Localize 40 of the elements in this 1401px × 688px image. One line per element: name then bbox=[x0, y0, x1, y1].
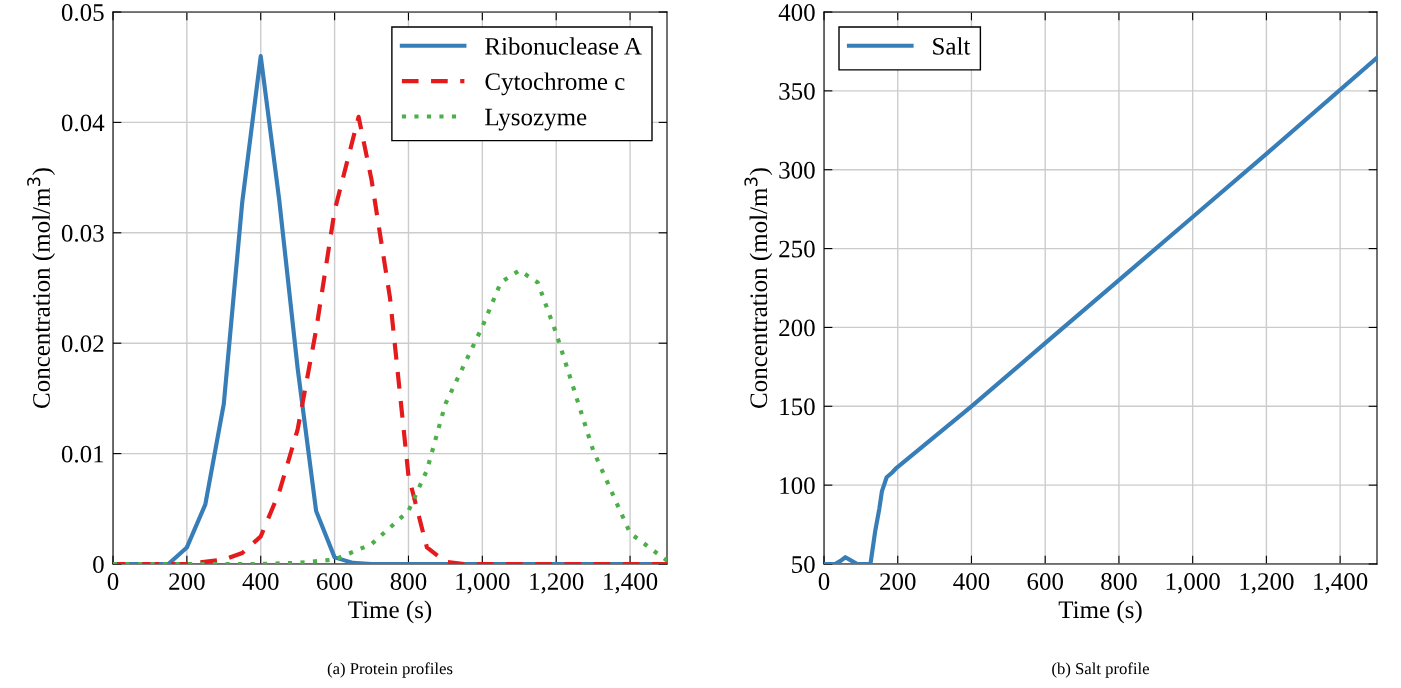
y-tick-label: 250 bbox=[779, 240, 815, 258]
legend-label: Ribonuclease A bbox=[485, 37, 642, 55]
y-tick-label: 300 bbox=[779, 161, 815, 179]
y-tick-label: 200 bbox=[779, 319, 815, 337]
x-axis-title: Time (s) bbox=[348, 600, 432, 624]
x-tick-label: 1,000 bbox=[1166, 573, 1220, 594]
y-axis-title: Concentration (mol/m$^{3}$) bbox=[744, 168, 773, 408]
x-tick-label: 1,000 bbox=[456, 573, 510, 594]
y-tick-label: 150 bbox=[780, 398, 815, 416]
y-axis-title: Concentration (mol/m$^{3}$) bbox=[27, 168, 55, 408]
x-tick-label: 200 bbox=[169, 573, 205, 590]
y-tick-label: 0.02 bbox=[61, 335, 104, 353]
x-tick-label: 800 bbox=[1101, 573, 1137, 590]
x-tick-label: 600 bbox=[1027, 573, 1063, 590]
y-tick-label: 400 bbox=[778, 4, 815, 21]
x-axis-title: Time (s) bbox=[1058, 600, 1142, 624]
y-tick-label: 0.04 bbox=[61, 114, 105, 132]
y-tick-label: 0 bbox=[93, 556, 104, 573]
legend-label: Lysozyme bbox=[485, 108, 587, 131]
y-tick-label: 50 bbox=[792, 556, 815, 573]
y-tick-label: 0.01 bbox=[61, 445, 104, 463]
legend-label: Salt bbox=[933, 37, 971, 55]
x-tick-label: 1,400 bbox=[604, 573, 658, 594]
text: (b) Salt profile bbox=[1052, 662, 1149, 678]
y-tick-label: 0.05 bbox=[61, 4, 104, 22]
y-tick-label: 0.03 bbox=[61, 224, 104, 242]
x-tick-label: 1,400 bbox=[1314, 573, 1368, 594]
legend-label: Cytochrome c bbox=[485, 72, 625, 96]
x-tick-label: 800 bbox=[390, 573, 427, 590]
x-tick-label: 0 bbox=[107, 573, 119, 590]
y-tick-label: 100 bbox=[780, 477, 815, 495]
x-tick-label: 0 bbox=[818, 573, 830, 590]
x-tick-label: 400 bbox=[242, 573, 279, 590]
x-tick-label: 1,200 bbox=[1240, 573, 1294, 594]
x-tick-label: 600 bbox=[316, 573, 353, 590]
x-tick-label: 400 bbox=[953, 573, 990, 590]
x-tick-label: 200 bbox=[880, 573, 916, 590]
y-tick-label: 350 bbox=[779, 82, 815, 100]
x-tick-label: 1,200 bbox=[530, 573, 584, 594]
text: (a) Protein profiles bbox=[327, 662, 453, 678]
